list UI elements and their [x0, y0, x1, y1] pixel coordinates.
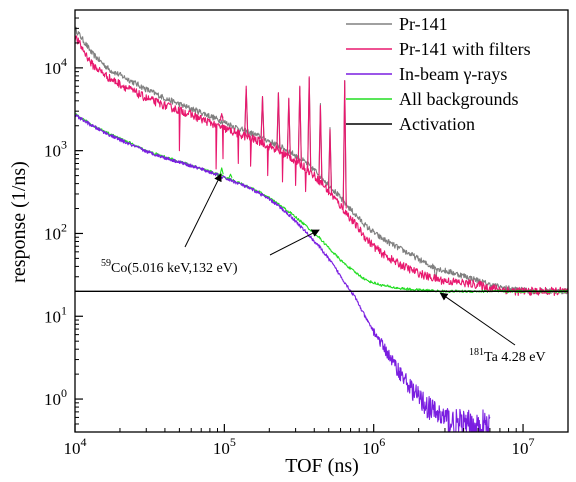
annotation-arrow — [184, 173, 222, 248]
legend-label: Activation — [399, 114, 475, 134]
legend-label: In-beam γ-rays — [399, 64, 507, 84]
y-tick-label: 100 — [44, 386, 67, 409]
x-tick-label: 104 — [64, 435, 87, 458]
legend: Pr-141 Pr-141 with filters In-beam γ-rays A… — [346, 14, 531, 134]
annotation-arrow — [439, 292, 516, 346]
x-tick-label: 105 — [213, 435, 236, 458]
x-tick-label: 106 — [362, 435, 385, 458]
y-tick-label: 104 — [44, 55, 67, 78]
series-line-in-beam-rays — [75, 114, 491, 432]
legend-label: Pr-141 — [399, 14, 448, 34]
axes-group: 104 105 106 107 100 101 102 103 104 — [44, 9, 569, 458]
y-tick-label: 102 — [44, 220, 67, 243]
series-line-all-backgrounds — [75, 113, 568, 294]
y-tick-label: 101 — [44, 303, 67, 326]
annotations: 59Co(5.016 keV,132 eV) 181Ta 4.28 eV — [101, 173, 546, 365]
annotation-co59: 59Co(5.016 keV,132 eV) — [101, 258, 238, 276]
series-line-pr-141-with-filters — [75, 35, 568, 297]
legend-label: Pr-141 with filters — [399, 39, 531, 59]
y-tick-label: 103 — [44, 138, 67, 161]
x-axis-title: TOF (ns) — [285, 455, 359, 477]
plot-frame — [74, 9, 569, 433]
annotation-arrow — [269, 229, 320, 256]
annotation-ta181: 181Ta 4.28 eV — [469, 347, 546, 365]
series-group — [75, 26, 568, 432]
y-axis-title: response (1/ns) — [8, 161, 30, 283]
legend-label: All backgrounds — [399, 89, 518, 109]
x-tick-label: 107 — [512, 435, 535, 458]
